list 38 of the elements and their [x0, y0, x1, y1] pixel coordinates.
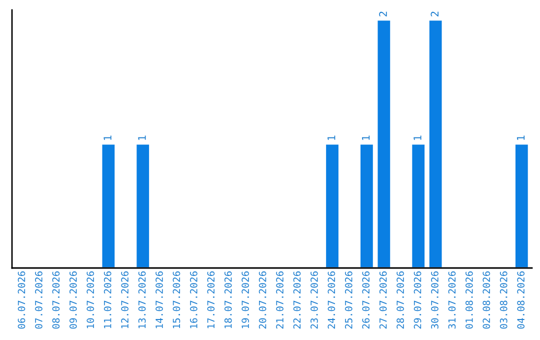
x-tick-label: 22.07.2026 — [293, 271, 301, 329]
data-label: 1 — [516, 136, 525, 140]
x-tick-label: 09.07.2026 — [69, 271, 77, 329]
data-label: 1 — [362, 136, 370, 140]
x-tick-label: 12.07.2026 — [121, 271, 128, 328]
x-tick-label: 30.07.2026 — [431, 271, 438, 329]
x-tick-label: 27.07.2026 — [379, 271, 387, 329]
x-tick-label: 16.07.2026 — [190, 271, 198, 328]
data-label: 1 — [414, 136, 422, 140]
x-tick-label: 07.07.2026 — [35, 271, 42, 329]
data-label: 1 — [104, 136, 112, 140]
x-tick-label: 10.07.2026 — [86, 271, 94, 328]
x-tick-label: 21.07.2026 — [276, 271, 284, 329]
x-tick-label: 01.08.2026 — [466, 271, 473, 329]
x-tick-label: 17.07.2026 — [207, 271, 215, 328]
data-label: 1 — [328, 136, 336, 140]
x-tick-label: 20.07.2026 — [258, 271, 266, 329]
x-tick-label: 11.07.2026 — [104, 271, 112, 328]
x-tick-label: 02.08.2026 — [482, 271, 490, 329]
x-tick-label: 19.07.2026 — [242, 271, 250, 328]
x-tick-label: 26.07.2026 — [362, 271, 370, 329]
x-tick-label: 28.07.2026 — [396, 271, 404, 329]
x-tick-label: 31.07.2026 — [448, 271, 456, 329]
x-tick-label: 04.08.2026 — [517, 271, 525, 329]
x-tick-label: 29.07.2026 — [414, 271, 422, 329]
x-tick-label: 24.07.2026 — [328, 271, 336, 329]
data-label: 2 — [430, 12, 438, 16]
x-tick-label: 14.07.2026 — [156, 271, 163, 328]
x-tick-label: 23.07.2026 — [310, 271, 318, 329]
x-tick-label: 13.07.2026 — [138, 271, 146, 328]
x-tick-label: 06.07.2026 — [18, 271, 26, 329]
x-tick-label: 25.07.2026 — [344, 271, 352, 329]
data-label: 1 — [138, 136, 146, 140]
x-tick-label: 08.07.2026 — [52, 271, 60, 329]
x-tick-label: 18.07.2026 — [224, 271, 232, 328]
x-tick-label: 15.07.2026 — [172, 271, 180, 328]
data-label: 2 — [379, 12, 387, 16]
x-tick-label: 03.08.2026 — [500, 271, 508, 329]
